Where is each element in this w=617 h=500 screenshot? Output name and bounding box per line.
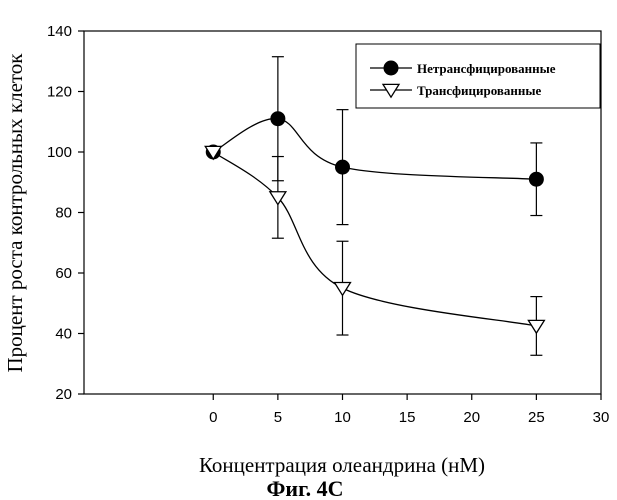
series-2 [212, 151, 543, 356]
series-line [212, 118, 537, 180]
x-axis-ticks: 0 5 10 15 20 25 30 [209, 394, 609, 426]
x-tick-label: 0 [209, 409, 217, 426]
series-1-markers [205, 111, 544, 187]
y-tick-label: 60 [55, 265, 72, 282]
series-layer [204, 56, 546, 356]
x-tick-label: 5 [274, 409, 282, 426]
legend-label: Нетрансфицированные [417, 61, 556, 76]
x-tick-label: 20 [463, 409, 480, 426]
legend: Нетрансфицированные Трансфицированные [355, 43, 601, 109]
legend-label: Трансфицированные [417, 83, 542, 98]
y-axis-title: Процент роста контрольных клеток [3, 53, 27, 373]
y-tick-label: 140 [47, 23, 72, 40]
series-2-markers [204, 145, 546, 335]
y-tick-label: 20 [55, 386, 72, 403]
data-point-triangle [333, 281, 352, 297]
data-point-circle [383, 60, 399, 76]
x-tick-label: 25 [528, 409, 545, 426]
data-point-circle [270, 111, 286, 127]
x-tick-label: 15 [399, 409, 416, 426]
data-point-circle [528, 171, 544, 187]
y-tick-label: 80 [55, 205, 72, 222]
y-tick-label: 100 [47, 144, 72, 161]
data-point-triangle [268, 191, 288, 206]
legend-box [355, 43, 601, 109]
y-tick-label: 120 [47, 84, 72, 101]
data-point-triangle [381, 83, 401, 99]
x-tick-label: 10 [334, 409, 351, 426]
x-axis-title: Концентрация олеандрина (нМ) [199, 453, 485, 477]
data-point-circle [335, 159, 350, 175]
y-tick-label: 40 [55, 326, 72, 343]
data-point-triangle [527, 319, 546, 335]
data-point-triangle [204, 145, 223, 161]
figure-caption: Фиг. 4С [267, 476, 344, 500]
series-line [212, 151, 537, 327]
x-tick-label: 30 [593, 409, 610, 426]
y-axis-ticks: 20 40 60 80 100 120 140 [47, 23, 84, 403]
